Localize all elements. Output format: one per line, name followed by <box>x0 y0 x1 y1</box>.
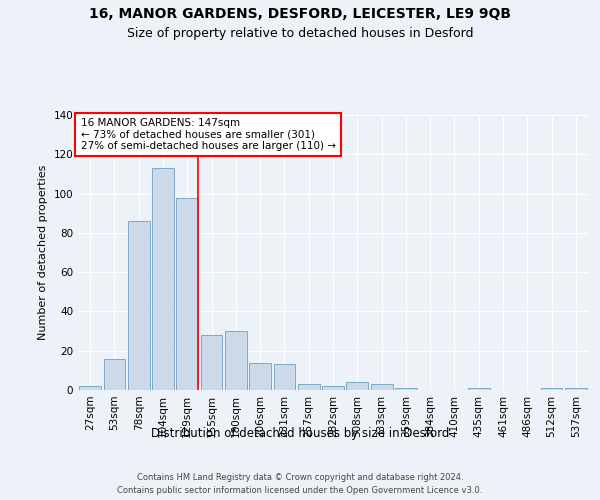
Bar <box>79 386 101 390</box>
Bar <box>225 331 247 390</box>
Text: Size of property relative to detached houses in Desford: Size of property relative to detached ho… <box>127 28 473 40</box>
Text: 16 MANOR GARDENS: 147sqm
← 73% of detached houses are smaller (301)
27% of semi-: 16 MANOR GARDENS: 147sqm ← 73% of detach… <box>80 118 335 151</box>
Bar <box>200 335 223 390</box>
Bar <box>395 388 417 390</box>
Bar <box>371 384 392 390</box>
Bar <box>468 388 490 390</box>
Bar <box>565 388 587 390</box>
Bar <box>104 358 125 390</box>
Bar <box>298 384 320 390</box>
Bar <box>249 362 271 390</box>
Bar <box>346 382 368 390</box>
Text: Distribution of detached houses by size in Desford: Distribution of detached houses by size … <box>151 428 449 440</box>
Text: Contains public sector information licensed under the Open Government Licence v3: Contains public sector information licen… <box>118 486 482 495</box>
Bar <box>128 221 149 390</box>
Text: 16, MANOR GARDENS, DESFORD, LEICESTER, LE9 9QB: 16, MANOR GARDENS, DESFORD, LEICESTER, L… <box>89 8 511 22</box>
Bar <box>322 386 344 390</box>
Bar <box>541 388 562 390</box>
Bar <box>152 168 174 390</box>
Y-axis label: Number of detached properties: Number of detached properties <box>38 165 48 340</box>
Text: Contains HM Land Registry data © Crown copyright and database right 2024.: Contains HM Land Registry data © Crown c… <box>137 472 463 482</box>
Bar <box>176 198 198 390</box>
Bar <box>274 364 295 390</box>
